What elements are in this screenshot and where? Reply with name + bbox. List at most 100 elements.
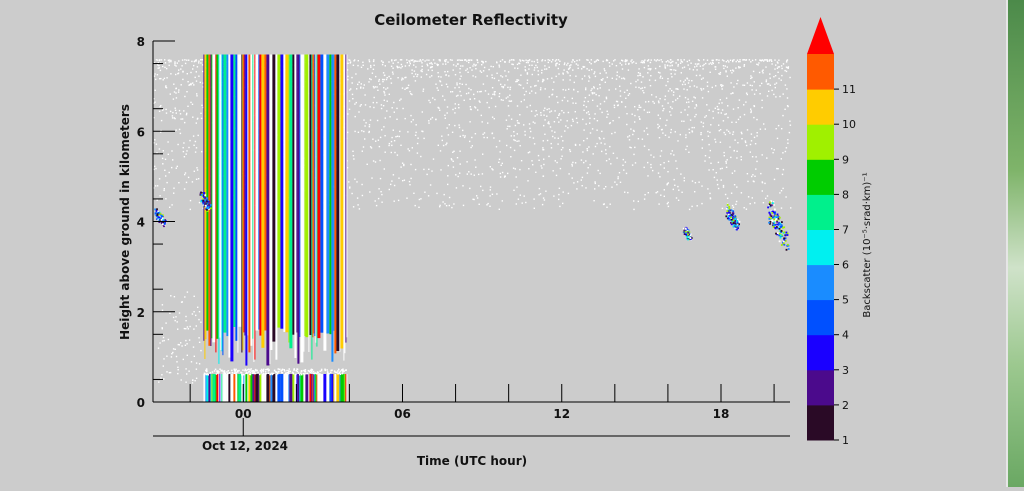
noise-dot bbox=[695, 74, 698, 77]
noise-dot bbox=[721, 84, 723, 86]
cloud-point bbox=[780, 226, 782, 228]
noise-dot bbox=[346, 69, 349, 71]
noise-dot bbox=[514, 67, 516, 69]
noise-dot bbox=[661, 105, 664, 107]
noise-dot bbox=[611, 186, 613, 188]
noise-dot bbox=[527, 60, 529, 62]
noise-dot bbox=[613, 60, 615, 62]
noise-dot bbox=[569, 74, 571, 77]
profile-column bbox=[250, 54, 253, 346]
noise-dot bbox=[741, 132, 743, 135]
noise-dot bbox=[773, 204, 775, 206]
noise-dot bbox=[726, 66, 728, 68]
noise-dot bbox=[539, 193, 542, 195]
noise-dot bbox=[516, 186, 518, 188]
noise-dot bbox=[657, 114, 659, 116]
noise-dot bbox=[412, 119, 414, 121]
noise-dot bbox=[555, 63, 557, 65]
cloud-point bbox=[784, 237, 787, 240]
noise-dot bbox=[641, 87, 644, 89]
noise-dot bbox=[191, 103, 194, 105]
noise-dot bbox=[750, 111, 752, 114]
noise-dot bbox=[379, 136, 382, 139]
noise-dot bbox=[455, 95, 458, 97]
noise-dot bbox=[244, 368, 247, 371]
noise-dot bbox=[431, 170, 433, 172]
noise-dot bbox=[245, 372, 247, 375]
profile-column bbox=[303, 54, 305, 352]
noise-dot bbox=[458, 59, 460, 61]
cloud-point bbox=[775, 218, 777, 220]
noise-dot bbox=[177, 366, 179, 368]
noise-dot bbox=[183, 156, 186, 158]
cloud-point bbox=[206, 197, 208, 199]
noise-dot bbox=[372, 101, 374, 104]
noise-dot bbox=[381, 193, 383, 196]
noise-dot bbox=[189, 139, 191, 142]
noise-dot bbox=[633, 130, 635, 132]
noise-dot bbox=[171, 117, 174, 119]
noise-dot bbox=[768, 90, 770, 92]
noise-dot bbox=[530, 110, 533, 112]
profile-column bbox=[289, 54, 293, 349]
noise-dot bbox=[631, 113, 633, 115]
noise-dot bbox=[317, 371, 319, 374]
noise-dot bbox=[456, 84, 458, 86]
noise-dot bbox=[676, 97, 679, 100]
cloud-point bbox=[769, 222, 771, 225]
noise-dot bbox=[603, 203, 605, 205]
noise-dot bbox=[439, 206, 441, 208]
noise-dot bbox=[528, 64, 531, 66]
colorbar-tick-label: 4 bbox=[842, 329, 849, 342]
noise-dot bbox=[478, 173, 480, 176]
noise-dot bbox=[593, 118, 596, 120]
noise-dot bbox=[771, 89, 773, 92]
noise-dot bbox=[436, 87, 438, 89]
cloud-point bbox=[785, 248, 788, 251]
noise-dot bbox=[632, 129, 635, 132]
noise-dot bbox=[366, 163, 368, 165]
noise-dot bbox=[188, 339, 191, 341]
noise-dot bbox=[391, 136, 393, 139]
profile-column bbox=[343, 54, 345, 361]
cloud-point bbox=[734, 218, 736, 220]
noise-dot bbox=[581, 68, 583, 70]
noise-dot bbox=[175, 87, 177, 89]
noise-dot bbox=[743, 113, 746, 116]
noise-dot bbox=[678, 189, 680, 191]
noise-dot bbox=[751, 59, 754, 62]
noise-dot bbox=[233, 368, 236, 371]
noise-dot bbox=[223, 370, 226, 372]
noise-dot bbox=[686, 145, 688, 147]
noise-dot bbox=[353, 60, 355, 62]
cloud-layer bbox=[682, 226, 693, 241]
noise-dot bbox=[786, 105, 789, 107]
profile-column bbox=[345, 374, 347, 402]
cloud-point bbox=[770, 204, 773, 207]
noise-dot bbox=[375, 140, 377, 142]
noise-dot bbox=[680, 111, 682, 114]
noise-dot bbox=[404, 76, 406, 79]
noise-dot bbox=[543, 109, 545, 112]
noise-dot bbox=[585, 123, 587, 125]
noise-dot bbox=[705, 62, 707, 65]
noise-dot bbox=[562, 202, 564, 205]
noise-dot bbox=[451, 159, 453, 161]
noise-dot bbox=[185, 381, 187, 383]
noise-dot bbox=[362, 64, 364, 66]
noise-dot bbox=[192, 135, 195, 137]
noise-dot bbox=[205, 370, 208, 373]
noise-dot bbox=[773, 93, 775, 96]
noise-dot bbox=[272, 372, 274, 375]
noise-dot bbox=[510, 59, 513, 61]
noise-dot bbox=[446, 112, 448, 114]
noise-dot bbox=[460, 59, 462, 61]
noise-dot bbox=[166, 371, 168, 373]
noise-dot bbox=[514, 139, 516, 142]
noise-dot bbox=[560, 135, 563, 138]
noise-dot bbox=[725, 160, 727, 163]
noise-dot bbox=[724, 113, 726, 116]
noise-dot bbox=[373, 64, 375, 66]
noise-dot bbox=[509, 94, 511, 96]
noise-dot bbox=[616, 183, 618, 186]
